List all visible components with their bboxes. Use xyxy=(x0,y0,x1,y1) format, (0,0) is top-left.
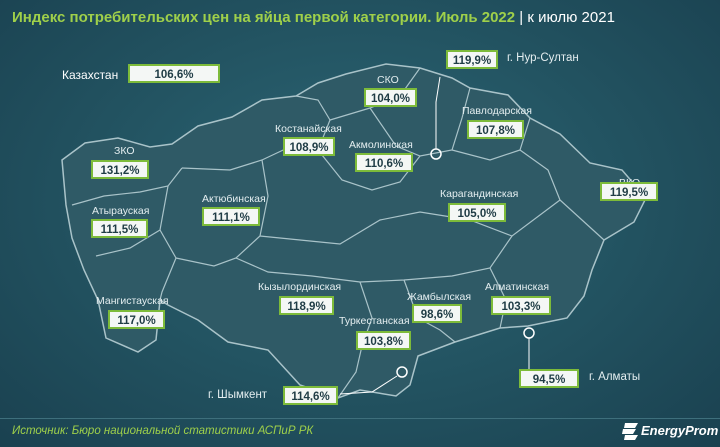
city-value-nur-sultan: 119,9% xyxy=(446,50,498,69)
region-value-aktobe: 111,1% xyxy=(202,207,260,226)
national-label: Казахстан xyxy=(62,68,119,82)
region-label-karaganda: Карагандинская xyxy=(440,188,519,200)
title-sub: | к июлю 2021 xyxy=(519,9,615,26)
region-label-aktobe: Актюбинская xyxy=(202,193,266,205)
shymkent-marker xyxy=(396,366,408,378)
region-label-sko: СКО xyxy=(377,74,399,86)
almaty-marker xyxy=(523,327,535,339)
shymkent-leader xyxy=(339,375,398,395)
region-value-almaty: 103,3% xyxy=(491,296,551,315)
title-main: Индекс потребительских цен на яйца перво… xyxy=(12,9,516,26)
nur-sultan-leader xyxy=(435,76,441,149)
region-label-kyzylorda: Кызылординская xyxy=(258,281,342,293)
region-value-pavlodar: 107,8% xyxy=(467,120,524,139)
region-label-atyrau: Атырауская xyxy=(92,205,150,217)
region-label-mangystau: Мангистауская xyxy=(96,295,169,307)
national-value: 106,6% xyxy=(128,64,220,83)
region-value-akmola: 110,6% xyxy=(355,153,413,172)
region-label-almaty: Алматинская xyxy=(485,281,550,293)
region-value-mangystau: 117,0% xyxy=(108,310,165,329)
brand-name: EnergyProm xyxy=(641,423,719,438)
region-value-karaganda: 105,0% xyxy=(448,203,506,222)
city-value-shymkent: 114,6% xyxy=(283,386,338,405)
region-value-kostanay: 108,9% xyxy=(283,137,335,156)
energyprom-logo-icon xyxy=(622,423,638,440)
city-label-shymkent: г. Шымкент xyxy=(208,389,268,401)
region-value-zhambyl: 98,6% xyxy=(412,304,462,323)
page-title: Индекс потребительских цен на яйца перво… xyxy=(12,9,712,33)
region-value-turkestan: 103,8% xyxy=(356,331,411,350)
city-label-almaty: г. Алматы xyxy=(589,371,641,383)
region-value-vko: 119,5% xyxy=(600,182,658,201)
region-value-zko: 131,2% xyxy=(91,160,149,179)
map-country-outline xyxy=(61,63,647,399)
source-note: Источник: Бюро национальной статистики А… xyxy=(12,425,314,437)
region-label-zko: ЗКО xyxy=(114,145,135,157)
region-label-kostanay: Костанайская xyxy=(275,123,342,135)
region-label-pavlodar: Павлодарская xyxy=(462,105,532,117)
region-value-atyrau: 111,5% xyxy=(91,219,148,238)
city-label-nur-sultan: г. Нур-Султан xyxy=(507,52,579,64)
region-label-akmola: Акмолинская xyxy=(349,139,413,151)
region-value-sko: 104,0% xyxy=(364,88,417,107)
region-value-kyzylorda: 118,9% xyxy=(279,296,334,315)
city-value-almaty: 94,5% xyxy=(519,369,579,388)
region-label-turkestan: Туркестанская xyxy=(339,315,410,327)
footer-divider xyxy=(0,418,720,419)
brand-logo: EnergyProm xyxy=(622,422,718,442)
region-label-zhambyl: Жамбылская xyxy=(407,291,472,303)
